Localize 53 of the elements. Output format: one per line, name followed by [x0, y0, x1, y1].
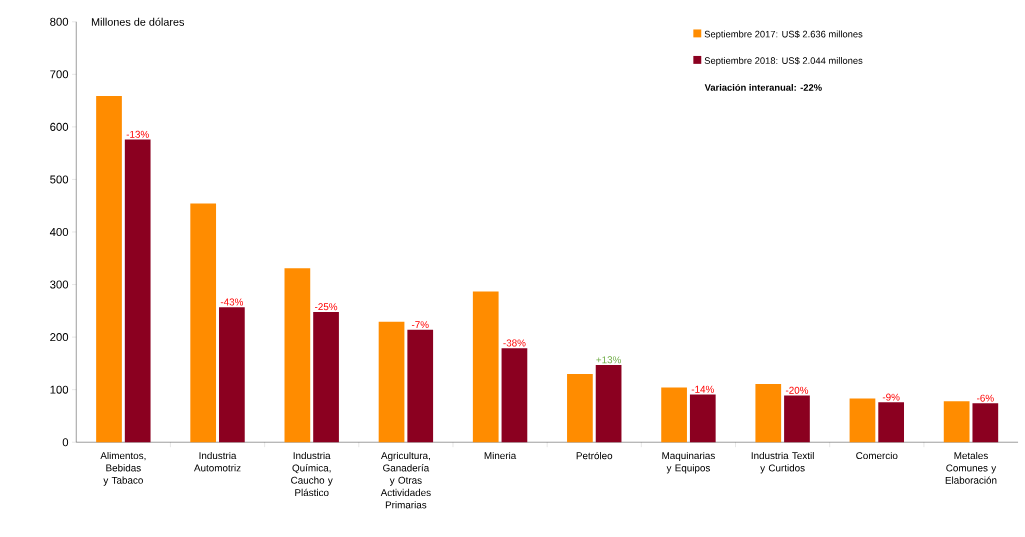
x-tick-label: Alimentos, Bebidas y Tabaco [100, 451, 146, 486]
bar [378, 321, 405, 443]
bar [943, 401, 970, 443]
annotation: -6% [977, 394, 994, 402]
bar [878, 402, 905, 443]
x-tick-label: Petróleo [576, 451, 613, 460]
x-tick-label: Maquinarias y Equipos [662, 451, 715, 474]
y-tick-label: 400 [49, 227, 69, 236]
bar [190, 203, 217, 443]
annotation: -14% [691, 385, 714, 393]
annotation: -20% [785, 386, 809, 394]
y-axis-title: Millones de dólares [91, 17, 185, 26]
bar [567, 373, 593, 443]
x-tick-label: Metales Comunes y Elaboración [945, 451, 997, 484]
y-tick-label: 600 [50, 122, 69, 131]
bar [689, 394, 716, 443]
bar [595, 364, 622, 443]
x-tick-label: Mineria [484, 451, 517, 460]
annotation: +13% [596, 356, 621, 364]
annotation: Variación interanual: -22% [704, 83, 822, 91]
y-tick-label: 0 [62, 438, 69, 447]
bar [972, 403, 999, 443]
bar [124, 139, 151, 443]
bar [784, 395, 810, 443]
y-tick-label: 300 [50, 280, 69, 289]
x-tick-label: Agricultura, Ganadería y Otras Actividades Primarias [380, 451, 431, 509]
annotation: -38% [503, 339, 526, 347]
legend-label: Septiembre 2017: US$ 2.636 millones [704, 30, 863, 40]
bar [661, 387, 687, 443]
x-tick-label: Industria Textil y Curtidos [751, 451, 814, 474]
bar [284, 268, 311, 443]
annotation: -25% [314, 303, 338, 311]
bar [849, 398, 876, 443]
annotation: -9% [882, 393, 900, 401]
y-tick-label: 200 [50, 333, 69, 342]
bar [755, 383, 782, 443]
x-tick-label: Industria Química, Caucho y Plástico [291, 451, 333, 496]
bar [501, 348, 528, 443]
bar [472, 291, 499, 443]
y-tick-label: 100 [50, 385, 69, 394]
bar [407, 329, 434, 443]
x-tick-label: Comercio [856, 451, 898, 460]
annotation: -7% [411, 321, 429, 328]
bar [313, 311, 339, 443]
y-tick-label: 500 [50, 175, 69, 184]
x-tick-label: Industria Automotriz [193, 451, 241, 472]
y-tick-label: 800 [50, 17, 69, 26]
y-tick-label: 700 [50, 70, 69, 79]
bar [219, 307, 245, 443]
bar [96, 95, 122, 443]
legend-label: Septiembre 2018: US$ 2.044 millones [704, 56, 863, 66]
annotation: -43% [220, 298, 244, 306]
annotation: -13% [126, 130, 149, 138]
